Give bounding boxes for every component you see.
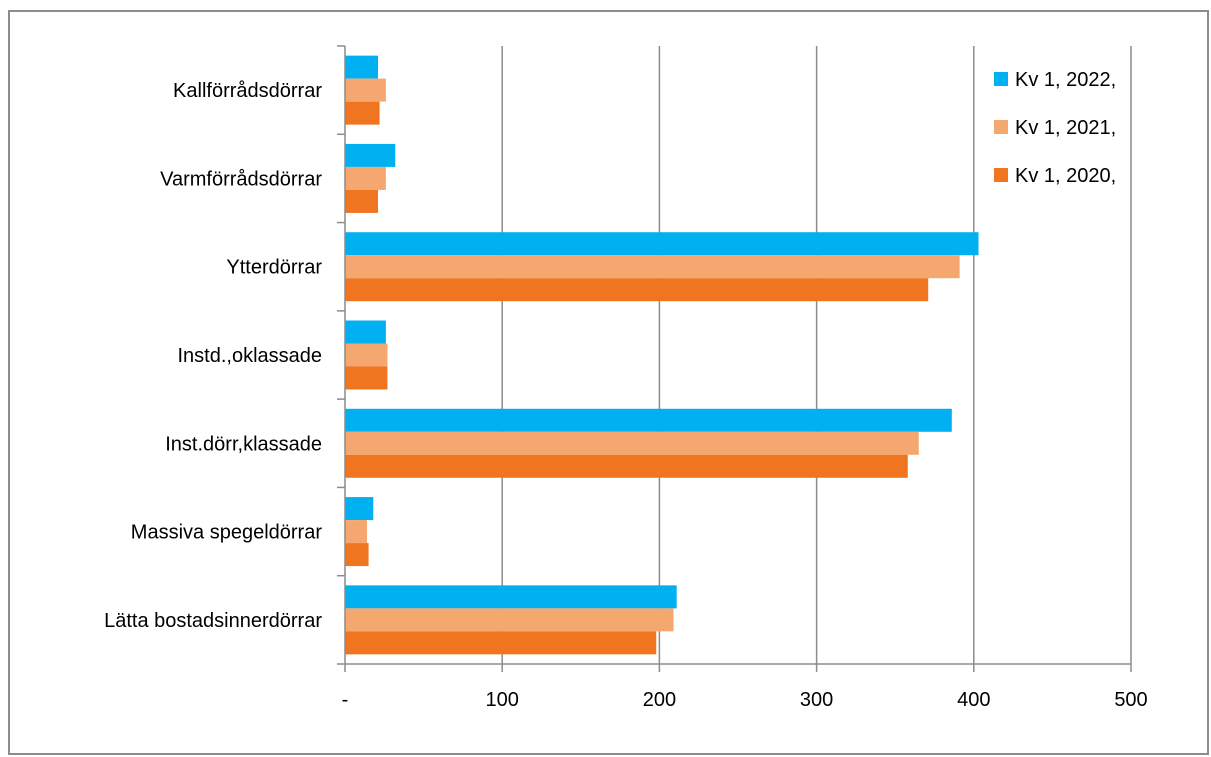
bar bbox=[345, 232, 979, 256]
bar bbox=[345, 320, 386, 344]
legend-label: Kv 1, 2022, bbox=[1015, 69, 1116, 91]
x-tick-label: 200 bbox=[643, 689, 676, 711]
axes: Kallförrådsdörrar Varmförrådsdörrar Ytterd… bbox=[104, 45, 1148, 711]
legend: Kv 1, 2022, Kv 1, 2021, Kv 1, 2020, bbox=[994, 69, 1116, 187]
category-label: Kallförrådsdörrar bbox=[173, 80, 322, 102]
bar bbox=[345, 366, 388, 390]
category-label: Instd.,oklassade bbox=[177, 345, 322, 367]
category-label: Inst.dörr,klassade bbox=[165, 433, 322, 455]
bar bbox=[345, 166, 386, 190]
legend-swatch bbox=[994, 72, 1008, 86]
bar bbox=[345, 143, 396, 167]
bar bbox=[345, 55, 379, 79]
legend-label: Kv 1, 2021, bbox=[1015, 117, 1116, 139]
category-label: Ytterdörrar bbox=[226, 257, 322, 279]
legend-label: Kv 1, 2020, bbox=[1015, 165, 1116, 187]
bars bbox=[345, 55, 979, 655]
category-label: Lätta bostadsinnerdörrar bbox=[104, 610, 322, 632]
bar bbox=[345, 454, 908, 478]
bar bbox=[345, 608, 674, 632]
bar bbox=[345, 255, 960, 279]
bar bbox=[345, 189, 379, 213]
bar bbox=[345, 497, 374, 521]
gridlines bbox=[501, 46, 1132, 664]
x-tick-label: 300 bbox=[800, 689, 833, 711]
bar bbox=[345, 278, 929, 302]
bar bbox=[345, 101, 380, 125]
bar bbox=[345, 520, 368, 544]
legend-swatch bbox=[994, 168, 1008, 182]
x-tick-label: 400 bbox=[957, 689, 990, 711]
bar bbox=[345, 631, 657, 655]
bar bbox=[345, 585, 677, 609]
x-tick-label: 500 bbox=[1114, 689, 1147, 711]
legend-swatch bbox=[994, 120, 1008, 134]
bar bbox=[345, 431, 919, 455]
x-tick-label: 100 bbox=[486, 689, 519, 711]
bar bbox=[345, 343, 388, 367]
category-label: Massiva spegeldörrar bbox=[131, 522, 323, 544]
bar bbox=[345, 408, 952, 432]
x-tick-label: - bbox=[342, 689, 349, 711]
category-label: Varmförrådsdörrar bbox=[160, 168, 322, 190]
bar bbox=[345, 78, 386, 102]
bar bbox=[345, 543, 369, 567]
